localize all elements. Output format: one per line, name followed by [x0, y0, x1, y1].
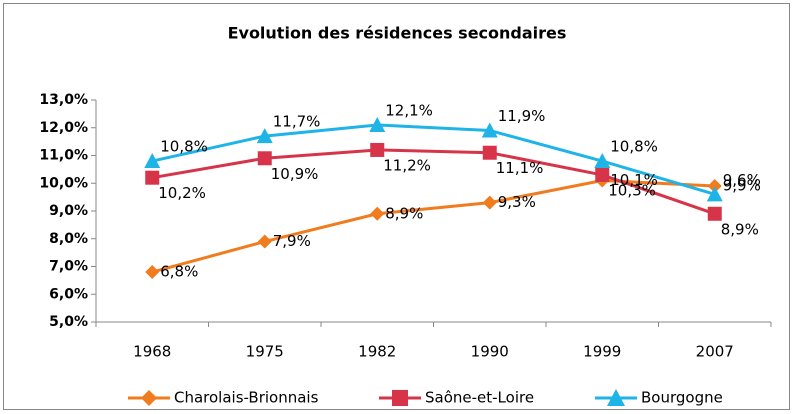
y-tick-label: 13,0% — [39, 92, 88, 108]
chart-border — [3, 3, 790, 410]
marker — [369, 116, 386, 132]
marker — [594, 153, 611, 169]
marker — [145, 265, 160, 280]
x-tick-label: 1982 — [358, 343, 396, 361]
data-label: 11,2% — [383, 156, 431, 174]
data-label: 11,7% — [273, 113, 321, 131]
marker — [482, 195, 497, 210]
x-tick-label: 1999 — [583, 343, 621, 361]
marker — [144, 153, 161, 169]
data-label: 10,3% — [608, 181, 656, 199]
chart-title: Evolution des résidences secondaires — [228, 24, 567, 43]
data-label: 9,9% — [723, 177, 761, 195]
x-tick-label: 1975 — [246, 343, 284, 361]
data-label: 11,9% — [498, 107, 546, 125]
data-label: 10,8% — [160, 138, 208, 156]
marker — [707, 206, 722, 221]
series-line — [151, 123, 716, 196]
x-tick-label: 2007 — [696, 343, 734, 361]
y-tick-label: 8,0% — [49, 231, 88, 247]
data-label: 9,3% — [498, 193, 536, 211]
marker — [481, 122, 498, 138]
marker — [257, 151, 272, 166]
legend-label: Charolais-Brionnais — [174, 389, 319, 407]
marker — [707, 179, 722, 194]
legend-marker — [392, 390, 408, 406]
marker — [256, 128, 273, 144]
data-label: 10,9% — [271, 165, 319, 183]
data-label: 10,8% — [610, 138, 658, 156]
x-tick-label: 1990 — [471, 343, 509, 361]
marker — [370, 206, 385, 221]
data-label: 7,9% — [273, 232, 311, 250]
y-tick-label: 9,0% — [49, 203, 88, 219]
legend-marker — [141, 390, 157, 406]
marker — [595, 167, 610, 182]
series-line — [151, 148, 716, 216]
legend-label: Saône-et-Loire — [425, 389, 534, 407]
y-tick-label: 7,0% — [49, 259, 88, 275]
y-tick-label: 10,0% — [39, 175, 88, 191]
y-tick-label: 5,0% — [49, 314, 88, 330]
data-label: 11,1% — [496, 159, 544, 177]
marker — [370, 142, 385, 157]
y-tick-label: 6,0% — [49, 286, 88, 302]
marker — [145, 170, 160, 185]
data-label: 8,9% — [721, 220, 759, 238]
y-tick-label: 11,0% — [39, 148, 88, 164]
data-label: 10,1% — [610, 171, 658, 189]
x-tick-label: 1968 — [133, 343, 171, 361]
marker — [482, 145, 497, 160]
data-label: 9,6% — [723, 171, 761, 189]
data-label: 12,1% — [385, 101, 433, 119]
marker — [257, 234, 272, 249]
data-label: 6,8% — [160, 263, 198, 281]
legend-marker — [607, 389, 625, 406]
y-tick-label: 12,0% — [39, 120, 88, 136]
legend-label: Bourgogne — [641, 389, 723, 407]
data-label: 10,2% — [158, 184, 206, 202]
marker — [706, 186, 723, 202]
data-label: 8,9% — [385, 204, 423, 222]
